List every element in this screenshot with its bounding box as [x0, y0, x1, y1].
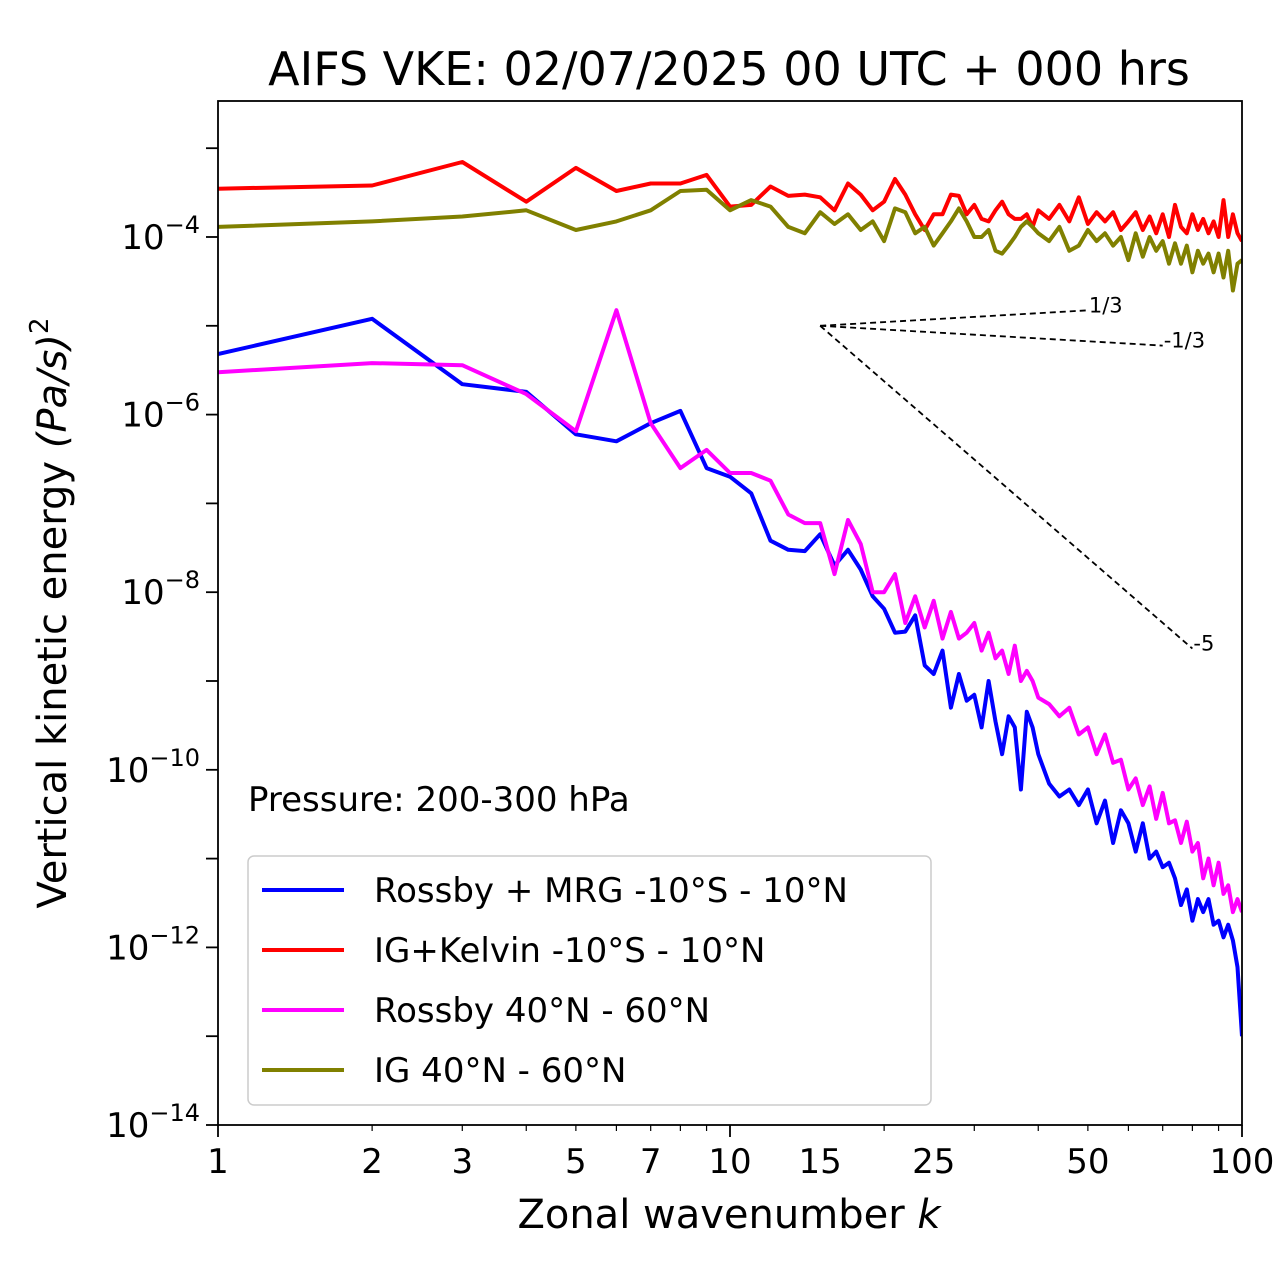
x-tick-label: 7 — [640, 1142, 662, 1182]
x-tick-label: 15 — [799, 1142, 842, 1182]
series-line-4 — [218, 187, 1242, 293]
y-axis-ticks: 10−14 10−12 10−10 10−8 10−6 10−4 — [106, 147, 218, 1146]
reference-slope-line — [820, 309, 1088, 327]
reference-slope-label: 1/3 — [1089, 293, 1123, 317]
legend-label: IG+Kelvin -10°S - 10°N — [374, 931, 765, 971]
reference-lines: 1/3 -1/3 -5 — [819, 293, 1214, 656]
y-tick-label: 10−14 — [106, 1099, 200, 1146]
plot-area: 1/3-1/3-5 1 2 3 5 7 10 15 25 50 100 10−1410−1210−… — [106, 100, 1274, 1182]
x-tick-label: 1 — [207, 1142, 229, 1182]
reference-slope-label: -5 — [1193, 632, 1214, 656]
reference-slope-line — [820, 324, 1163, 347]
y-tick-label: 10−8 — [121, 566, 200, 613]
legend-box — [247, 855, 932, 1106]
x-tick-label: 100 — [1210, 1142, 1275, 1182]
y-tick-label: 10−6 — [121, 389, 200, 436]
x-tick-label: 10 — [708, 1142, 751, 1182]
series-line-1 — [218, 316, 1242, 1037]
series-line-2 — [218, 160, 1242, 243]
x-axis-label: Zonal wavenumber k — [517, 1192, 942, 1238]
chart-title: AIFS VKE: 02/07/2025 00 UTC + 000 hrs — [268, 42, 1190, 96]
y-tick-label: 10−12 — [106, 921, 200, 968]
legend-label: Rossby + MRG -10°S - 10°N — [374, 871, 848, 911]
series-line-3 — [218, 308, 1242, 915]
series-lines — [218, 160, 1242, 1037]
reference-slope-line — [819, 325, 1193, 650]
y-axis-label: Vertical kinetic energy (Pa/s)2 — [25, 318, 76, 909]
x-tick-label: 25 — [912, 1142, 955, 1182]
legend-label: IG 40°N - 60°N — [374, 1051, 626, 1091]
x-tick-label: 3 — [451, 1142, 473, 1182]
y-tick-label: 10−10 — [106, 744, 200, 791]
legend: Rossby + MRG -10°S - 10°N IG+Kelvin -10°S… — [247, 855, 932, 1106]
legend-label: Rossby 40°N - 60°N — [374, 991, 710, 1031]
y-tick-label: 10−4 — [121, 211, 200, 258]
x-axis-ticks: 1 2 3 5 7 10 15 25 50 100 — [207, 1125, 1274, 1182]
x-tick-label: 50 — [1066, 1142, 1109, 1182]
reference-slope-label: -1/3 — [1164, 329, 1205, 353]
pressure-annotation: Pressure: 200-300 hPa — [248, 780, 630, 820]
x-tick-label: 2 — [361, 1142, 383, 1182]
x-tick-label: 5 — [565, 1142, 587, 1182]
